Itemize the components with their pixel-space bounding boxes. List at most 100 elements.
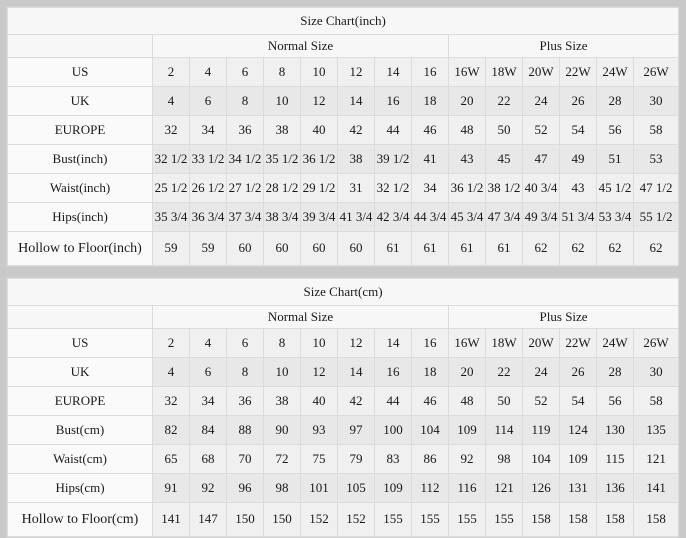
cell-value: 141 [632, 473, 680, 503]
cell-value: 26W [632, 57, 680, 87]
cell-value: 42 [337, 386, 375, 416]
cell-value: 116 [448, 473, 486, 503]
cell-value: 45 [485, 144, 523, 174]
cell-value: 49 3/4 [522, 202, 560, 232]
cell-value: 51 [596, 144, 634, 174]
cell-value: 131 [559, 473, 597, 503]
cell-value: 54 [559, 115, 597, 145]
cell-value: 51 3/4 [559, 202, 597, 232]
cell-value: 56 [596, 115, 634, 145]
cell-value: 62 [596, 231, 634, 266]
table-row: Bust(cm) 82 84 88 90 93 97 100 104 109 1… [7, 415, 680, 445]
cell-value: 28 [596, 86, 634, 116]
cell-value: 47 3/4 [485, 202, 523, 232]
cell-value: 114 [485, 415, 523, 445]
cell-value: 83 [374, 444, 412, 474]
cell-value: 8 [226, 357, 264, 387]
cell-value: 34 [189, 386, 227, 416]
cell-value: 56 [596, 386, 634, 416]
cell-value: 18 [411, 86, 449, 116]
cell-value: 34 1/2 [226, 144, 264, 174]
cell-value: 20 [448, 86, 486, 116]
cell-value: 26 [559, 86, 597, 116]
cell-value: 152 [337, 502, 375, 537]
cell-value: 44 [374, 386, 412, 416]
cell-value: 6 [189, 86, 227, 116]
cell-value: 8 [226, 86, 264, 116]
cell-value: 10 [300, 328, 338, 358]
cell-value: 20W [522, 57, 560, 87]
row-label-bust: Bust(cm) [7, 415, 153, 445]
section-normal-size: Normal Size [152, 34, 449, 58]
cell-value: 36 [226, 386, 264, 416]
cell-value: 8 [263, 328, 301, 358]
cell-value: 62 [632, 231, 680, 266]
cell-value: 90 [263, 415, 301, 445]
table-row: Hips(inch) 35 3/4 36 3/4 37 3/4 38 3/4 3… [7, 202, 680, 232]
section-header-row: Normal Size Plus Size [7, 305, 680, 329]
cell-value: 62 [522, 231, 560, 266]
cell-value: 35 1/2 [263, 144, 301, 174]
cell-value: 50 [485, 386, 523, 416]
cell-value: 2 [152, 57, 190, 87]
size-table-inch-body: Size Chart(inch) Normal Size Plus Size U… [6, 7, 680, 266]
cell-value: 4 [189, 328, 227, 358]
cell-value: 155 [448, 502, 486, 537]
cell-value: 158 [559, 502, 597, 537]
cell-value: 16 [411, 328, 449, 358]
cell-value: 104 [522, 444, 560, 474]
title-row: Size Chart(inch) [6, 7, 680, 35]
table-row: Hips(cm) 91 92 96 98 101 105 109 112 116… [7, 473, 680, 503]
cell-value: 82 [152, 415, 190, 445]
cell-value: 32 [152, 386, 190, 416]
cell-value: 20 [448, 357, 486, 387]
cell-value: 16W [448, 328, 486, 358]
cell-value: 43 [448, 144, 486, 174]
title-row: Size Chart(cm) [6, 278, 680, 306]
cell-value: 36 [226, 115, 264, 145]
cell-value: 61 [448, 231, 486, 266]
size-table-cm-body: Size Chart(cm) Normal Size Plus Size US … [6, 278, 680, 537]
size-table-inch: Size Chart(inch) Normal Size Plus Size U… [6, 7, 680, 266]
cell-value: 93 [300, 415, 338, 445]
cell-value: 6 [189, 357, 227, 387]
chart-title: Size Chart(inch) [6, 7, 680, 35]
cell-value: 104 [411, 415, 449, 445]
row-label-europe: EUROPE [7, 115, 153, 145]
cell-value: 24 [522, 357, 560, 387]
cell-value: 68 [189, 444, 227, 474]
cell-value: 121 [632, 444, 680, 474]
cell-value: 24 [522, 86, 560, 116]
cell-value: 40 3/4 [522, 173, 560, 203]
cell-value: 119 [522, 415, 560, 445]
cell-value: 101 [300, 473, 338, 503]
cell-value: 31 [337, 173, 375, 203]
cell-value: 84 [189, 415, 227, 445]
cell-value: 150 [263, 502, 301, 537]
cell-value: 47 1/2 [632, 173, 680, 203]
cell-value: 16 [374, 86, 412, 116]
cell-value: 60 [300, 231, 338, 266]
section-plus-size: Plus Size [447, 305, 680, 329]
cell-value: 25 1/2 [152, 173, 190, 203]
cell-value: 136 [596, 473, 634, 503]
table-row: EUROPE 32 34 36 38 40 42 44 46 48 50 52 … [7, 115, 680, 145]
cell-value: 28 [596, 357, 634, 387]
cell-value: 47 [522, 144, 560, 174]
cell-value: 61 [374, 231, 412, 266]
cell-value: 38 3/4 [263, 202, 301, 232]
cell-value: 10 [300, 57, 338, 87]
cell-value: 12 [300, 357, 338, 387]
cell-value: 28 1/2 [263, 173, 301, 203]
cell-value: 35 3/4 [152, 202, 190, 232]
cell-value: 75 [300, 444, 338, 474]
row-label-hips: Hips(inch) [7, 202, 153, 232]
cell-value: 152 [300, 502, 338, 537]
cell-value: 18W [485, 328, 523, 358]
cell-value: 29 1/2 [300, 173, 338, 203]
cell-value: 49 [559, 144, 597, 174]
cell-value: 27 1/2 [226, 173, 264, 203]
size-chart-cm: Size Chart(cm) Normal Size Plus Size US … [6, 277, 680, 538]
cell-value: 40 [300, 386, 338, 416]
cell-value: 88 [226, 415, 264, 445]
